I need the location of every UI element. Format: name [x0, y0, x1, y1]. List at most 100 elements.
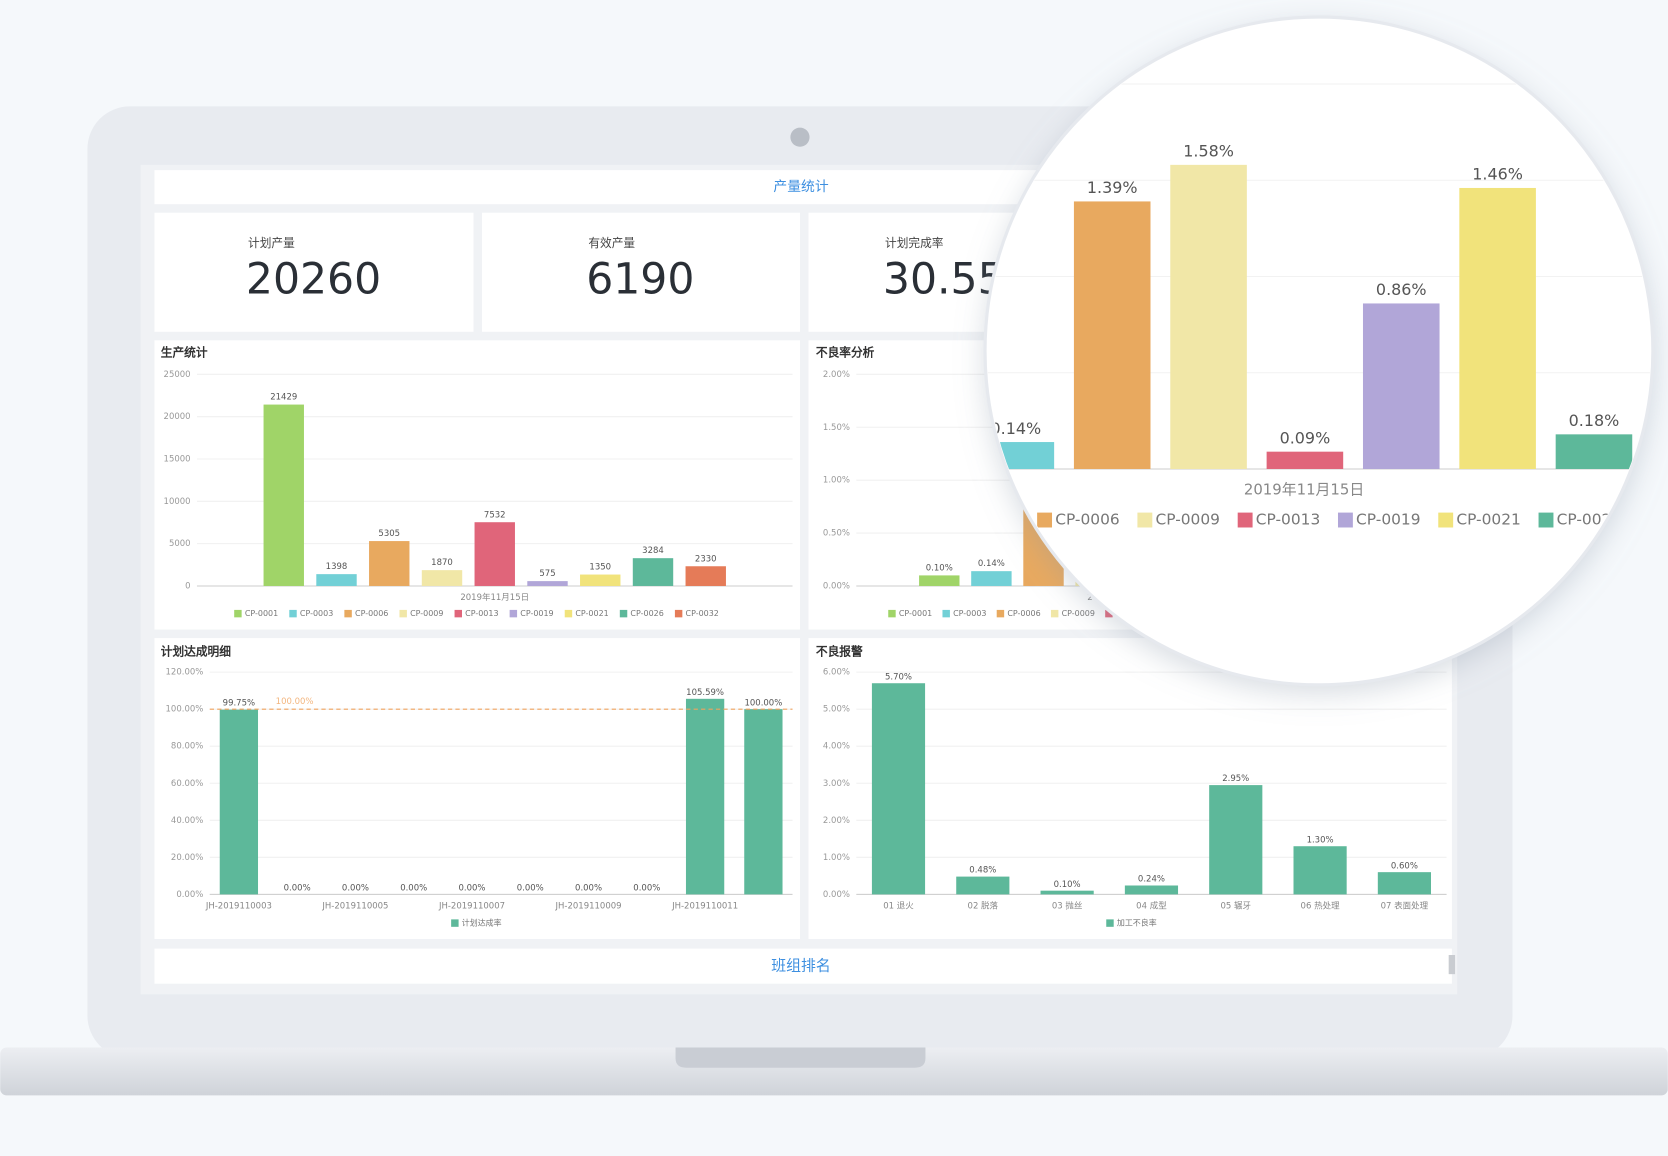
data-label: 0.14% [991, 419, 1042, 438]
x-tick-label: 02 脱落 [968, 901, 999, 912]
y-tick-label: 15000 [164, 454, 191, 464]
x-tick-label: JH-2019110005 [321, 902, 388, 912]
y-tick-label: 40.00% [171, 816, 203, 826]
legend-swatch [619, 609, 628, 618]
kpi-value: 20260 [246, 255, 381, 304]
legend-label: CP-0003 [300, 609, 333, 618]
legend-swatch [234, 609, 242, 618]
bar [1377, 872, 1431, 895]
legend-swatch [1337, 512, 1353, 528]
legend-swatch [888, 609, 896, 618]
bar [421, 570, 463, 586]
data-label: 1.30% [1307, 835, 1334, 845]
data-label: 1.39% [1087, 178, 1138, 197]
bar [580, 574, 621, 586]
y-tick-label: 2.00% [823, 816, 850, 826]
legend-label: CP-0006 [355, 609, 388, 618]
kpi-label: 计划完成率 [885, 236, 944, 250]
y-tick-label: 0.50% [823, 529, 850, 539]
kpi-card [154, 212, 474, 332]
kpi-card [481, 212, 800, 332]
x-tick-label: 05 辗牙 [1221, 901, 1252, 912]
legend-label: 加工不良率 [1117, 918, 1157, 928]
legend-swatch [1237, 512, 1253, 528]
x-tick-label: 06 热处理 [1301, 901, 1341, 912]
legend-swatch [344, 609, 352, 618]
data-label: 0.00% [342, 884, 369, 894]
legend-swatch [1538, 512, 1554, 528]
y-tick-label: 1.00% [823, 853, 850, 863]
data-label: 105.59% [686, 688, 724, 698]
footer-title: 班组排名 [771, 957, 831, 975]
y-tick-label: 3.00% [823, 779, 850, 789]
legend-swatch [451, 919, 459, 927]
x-tick-label: 2019年11月15日 [1244, 480, 1364, 498]
laptop-base [0, 1047, 1668, 1096]
bar [1124, 885, 1179, 895]
bar [1459, 187, 1536, 469]
chart-title: 计划达成明细 [161, 644, 231, 658]
legend-swatch [1050, 609, 1059, 618]
data-label: 2.95% [1222, 774, 1249, 784]
bar [527, 581, 568, 586]
legend-swatch [454, 609, 462, 618]
y-tick-label: 0.00% [823, 581, 850, 591]
legend-swatch [399, 609, 407, 618]
bar [263, 404, 304, 586]
y-tick-label: 1.00% [823, 476, 850, 486]
bar [1362, 303, 1440, 469]
bar [685, 566, 726, 586]
x-tick-label: JH-2019110007 [438, 902, 505, 912]
legend-swatch [1105, 609, 1113, 618]
bar [1266, 451, 1344, 469]
y-tick-label: 0 [185, 581, 190, 591]
data-label: 0.09% [1280, 428, 1331, 447]
bar [1170, 164, 1247, 469]
data-label: 1.46% [1472, 165, 1523, 184]
data-label: 0.86% [1376, 280, 1427, 299]
legend-swatch [564, 609, 573, 618]
legend-swatch [289, 609, 297, 618]
scrollbar [1448, 955, 1456, 975]
y-tick-label: 100.00% [166, 705, 204, 715]
bar [685, 698, 725, 895]
legend-label: CP-0009 [410, 609, 443, 618]
y-tick-label: 25000 [164, 370, 191, 380]
magnifier-content: 2019年11月15日0.10%0.14%1.39%1.58%0.09%0.86… [987, 83, 1651, 529]
x-tick-label: JH-2019110011 [671, 902, 738, 912]
legend-label: CP-0001 [245, 609, 278, 618]
data-label: 1350 [589, 563, 611, 573]
y-tick-label: 5.00% [823, 705, 850, 715]
y-tick-label: 0.00% [823, 890, 850, 900]
data-label: 0.10% [1054, 880, 1081, 890]
bar [219, 709, 259, 895]
mark-line-label: 100.00% [276, 697, 314, 707]
data-label: 7532 [484, 510, 506, 520]
bar [956, 876, 1010, 895]
bar [1073, 201, 1151, 469]
bar [1293, 846, 1347, 895]
bar [632, 558, 674, 586]
data-label: 0.18% [1569, 411, 1620, 430]
bar [871, 683, 926, 895]
legend-swatch [1438, 512, 1454, 528]
y-tick-label: 20000 [164, 412, 191, 422]
bar [369, 541, 410, 586]
kpi-value: 30.55 [883, 255, 1005, 304]
legend-swatch [1037, 512, 1053, 528]
data-label: 0.00% [400, 884, 427, 894]
bar [316, 574, 357, 586]
y-tick-label: 4.00% [823, 742, 850, 752]
chart-title: 不良率分析 [816, 346, 875, 360]
legend-label: CP-0001 [899, 609, 932, 618]
data-label: 3284 [642, 546, 664, 556]
data-label: 0.00% [633, 884, 660, 894]
legend-label: CP-0003 [953, 609, 986, 618]
data-label: 0.10% [926, 563, 953, 573]
kpi-label: 有效产量 [588, 236, 635, 250]
legend-label: CP-0013 [1256, 511, 1320, 529]
magnifier-rim [983, 15, 1655, 687]
bar [1040, 890, 1094, 895]
x-tick-label: 03 抛丝 [1052, 901, 1083, 912]
legend-label: CP-0021 [575, 609, 608, 618]
